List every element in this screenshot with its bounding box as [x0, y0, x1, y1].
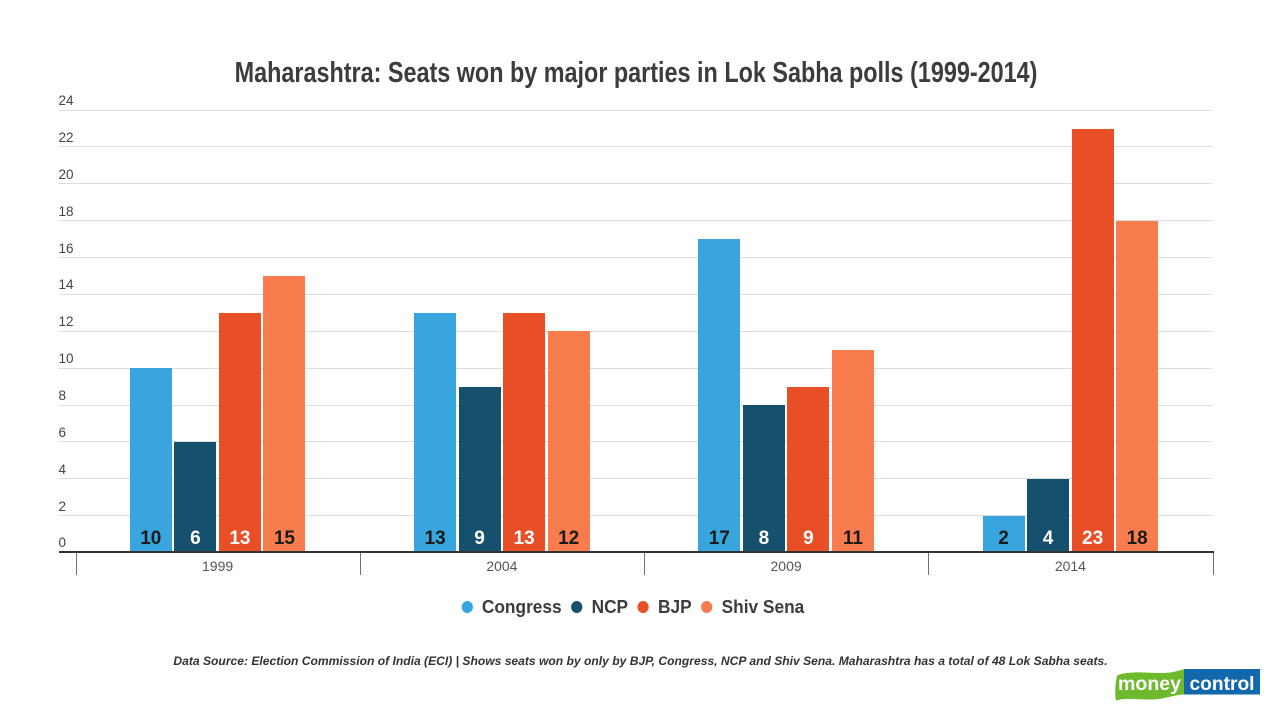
svg-text:money: money [1118, 673, 1181, 695]
svg-text:control: control [1190, 673, 1255, 695]
